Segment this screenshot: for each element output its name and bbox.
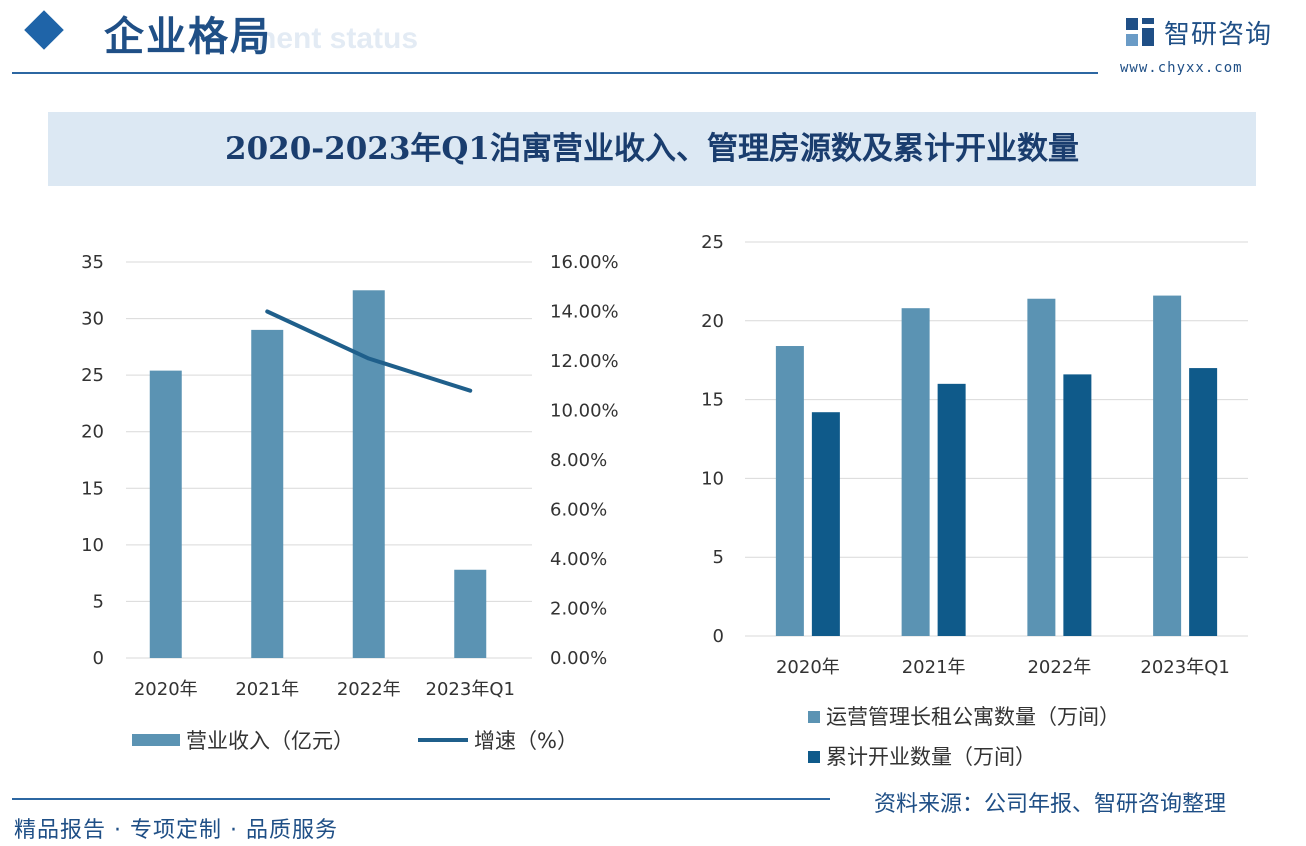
brand-url: www.chyxx.com	[1120, 60, 1243, 76]
legend-revenue-label: 营业收入（亿元）	[186, 729, 354, 753]
y-tick-label: 10	[81, 535, 104, 556]
growth-line	[265, 309, 473, 393]
x-tick-label: 2023年Q1	[1140, 657, 1229, 678]
legend-growth-label: 增速（%）	[474, 729, 578, 753]
legend-opened-swatch	[808, 751, 820, 763]
y-tick-label: 0	[93, 648, 104, 669]
header-ghost-text: nent status	[258, 22, 419, 55]
opened-units-bar	[1189, 368, 1218, 636]
x-tick-label: 2022年	[337, 679, 401, 700]
page-title: 企业格局	[104, 14, 272, 60]
y2-tick-label: 8.00%	[550, 450, 607, 471]
y-tick-label: 5	[713, 547, 724, 568]
header-divider	[12, 72, 1098, 74]
y-tick-label: 35	[81, 252, 104, 273]
x-tick-label: 2020年	[776, 657, 840, 678]
page-header: nent status 企业格局 智研咨询 www.chyxx.com	[0, 0, 1306, 80]
data-source: 资料来源：公司年报、智研咨询整理	[874, 792, 1227, 817]
y-tick-label: 15	[701, 390, 724, 411]
managed-units-bar	[1153, 295, 1182, 636]
x-tick-label: 2023年Q1	[426, 679, 515, 700]
y2-tick-label: 12.00%	[550, 351, 619, 372]
y2-tick-label: 4.00%	[550, 549, 607, 570]
legend-bar-swatch	[132, 734, 180, 746]
x-tick-label: 2021年	[235, 679, 299, 700]
y2-tick-label: 14.00%	[550, 302, 619, 323]
footer-slogan: 精品报告 · 专项定制 · 品质服务	[14, 818, 338, 843]
legend-managed-label: 运营管理长租公寓数量（万间）	[826, 705, 1120, 729]
y-tick-label: 25	[81, 365, 104, 386]
x-tick-label: 2021年	[902, 657, 966, 678]
y-tick-label: 10	[701, 468, 724, 489]
x-tick-label: 2020年	[134, 679, 198, 700]
chart-title: 2020-2023年Q1泊寓营业收入、管理房源数及累计开业数量	[225, 131, 1079, 167]
managed-units-bar	[775, 346, 804, 636]
legend-managed-swatch	[808, 711, 820, 723]
revenue-bar	[149, 370, 182, 658]
revenue-bar	[454, 569, 487, 658]
chart-title-banner: 2020-2023年Q1泊寓营业收入、管理房源数及累计开业数量	[48, 112, 1256, 186]
y-tick-label: 0	[713, 626, 724, 647]
y2-tick-label: 6.00%	[550, 500, 607, 521]
opened-units-bar	[1063, 374, 1092, 636]
opened-units-bar	[937, 383, 966, 636]
y-tick-label: 25	[701, 232, 724, 253]
footer-divider	[12, 798, 830, 800]
y2-tick-label: 16.00%	[550, 252, 619, 273]
brand-logo-icon	[1126, 18, 1154, 46]
managed-units-bar	[901, 308, 930, 636]
y-tick-label: 20	[701, 311, 724, 332]
x-tick-label: 2022年	[1027, 657, 1091, 678]
managed-units-bar	[1027, 298, 1056, 636]
y-tick-label: 5	[93, 591, 104, 612]
opened-units-bar	[811, 412, 840, 636]
y2-tick-label: 0.00%	[550, 648, 607, 669]
y-tick-label: 15	[81, 478, 104, 499]
revenue-bar	[251, 329, 284, 658]
y-tick-label: 30	[81, 309, 104, 330]
y-tick-label: 20	[81, 422, 104, 443]
y2-tick-label: 10.00%	[550, 401, 619, 422]
y2-tick-label: 2.00%	[550, 599, 607, 620]
legend-opened-label: 累计开业数量（万间）	[826, 745, 1036, 769]
brand-name: 智研咨询	[1164, 20, 1273, 50]
